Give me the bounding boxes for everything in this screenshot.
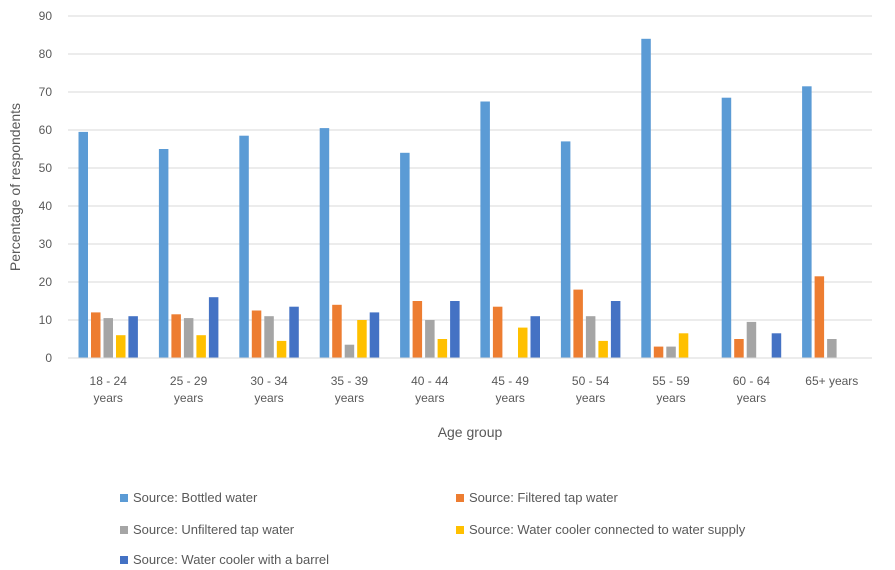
y-tick-label: 50	[39, 161, 53, 175]
bar	[746, 321, 757, 358]
bar	[171, 314, 181, 358]
x-tick-label: 40 - 44	[411, 374, 449, 388]
bar	[827, 339, 837, 358]
y-tick-label: 40	[39, 199, 53, 213]
bar	[721, 97, 732, 358]
x-tick-label: 45 - 49	[492, 374, 530, 388]
bar	[412, 301, 423, 358]
bar	[598, 340, 608, 358]
x-tick-label: 55 - 59	[652, 374, 690, 388]
bar	[573, 289, 583, 358]
x-tick-label: 18 - 24	[90, 374, 128, 388]
bar	[344, 344, 355, 358]
y-tick-label: 80	[39, 47, 53, 61]
x-tick-label: 65+ years	[805, 374, 858, 388]
y-tick-label: 70	[39, 85, 53, 99]
bar	[678, 333, 689, 358]
x-tick-label: 35 - 39	[331, 374, 369, 388]
x-axis-title: Age group	[438, 424, 503, 440]
bar	[183, 318, 194, 358]
y-tick-label: 60	[39, 123, 53, 137]
bar	[196, 335, 206, 358]
y-tick-label: 30	[39, 237, 53, 251]
bar	[560, 141, 571, 358]
bar	[400, 152, 410, 358]
bar	[319, 128, 330, 358]
bar	[332, 304, 342, 358]
bar	[357, 320, 367, 358]
x-tick-label: years	[174, 391, 203, 405]
bar	[492, 306, 503, 358]
x-tick-label: years	[94, 391, 123, 405]
bar	[264, 316, 274, 358]
bar	[208, 297, 219, 358]
bar	[734, 339, 744, 358]
y-axis-ticks: 0 10 20 30 40 50 60 70 80 90	[39, 9, 53, 365]
bar	[116, 335, 126, 358]
bar	[239, 135, 249, 358]
x-tick-label: years	[656, 391, 685, 405]
gridlines	[68, 15, 872, 321]
y-tick-label: 20	[39, 275, 53, 289]
bars	[78, 38, 837, 359]
y-tick-label: 90	[39, 9, 53, 23]
bar	[425, 320, 435, 358]
bar	[103, 318, 113, 358]
bar	[128, 316, 138, 358]
bar	[585, 316, 596, 358]
x-tick-label: 30 - 34	[250, 374, 288, 388]
x-tick-label: years	[335, 391, 364, 405]
x-axis-ticks: 18 - 24 years 25 - 29 years 30 - 34 years 35 -…	[90, 374, 859, 405]
bar	[158, 149, 169, 358]
bar	[437, 339, 448, 358]
bar	[641, 38, 651, 359]
x-tick-label: years	[576, 391, 605, 405]
y-tick-label: 10	[39, 313, 53, 327]
bar	[289, 306, 299, 358]
x-tick-label: 60 - 64	[733, 374, 771, 388]
bar	[480, 101, 490, 358]
bar	[771, 333, 782, 358]
bar	[814, 276, 825, 358]
bar	[91, 312, 101, 358]
bar	[78, 131, 88, 358]
bar	[802, 86, 812, 359]
bar	[518, 327, 528, 358]
bar	[653, 346, 664, 358]
bar	[610, 301, 621, 358]
x-tick-label: years	[737, 391, 766, 405]
bar	[369, 312, 380, 358]
bar	[530, 316, 540, 358]
x-tick-label: years	[254, 391, 283, 405]
x-tick-label: years	[496, 391, 525, 405]
bar	[251, 310, 262, 358]
bar	[450, 301, 460, 358]
bar	[666, 346, 676, 358]
bar	[276, 340, 287, 358]
y-axis-title: Percentage of respondents	[7, 103, 23, 271]
x-tick-label: years	[415, 391, 444, 405]
y-tick-label: 0	[45, 351, 52, 365]
x-tick-label: 50 - 54	[572, 374, 610, 388]
x-tick-label: 25 - 29	[170, 374, 208, 388]
